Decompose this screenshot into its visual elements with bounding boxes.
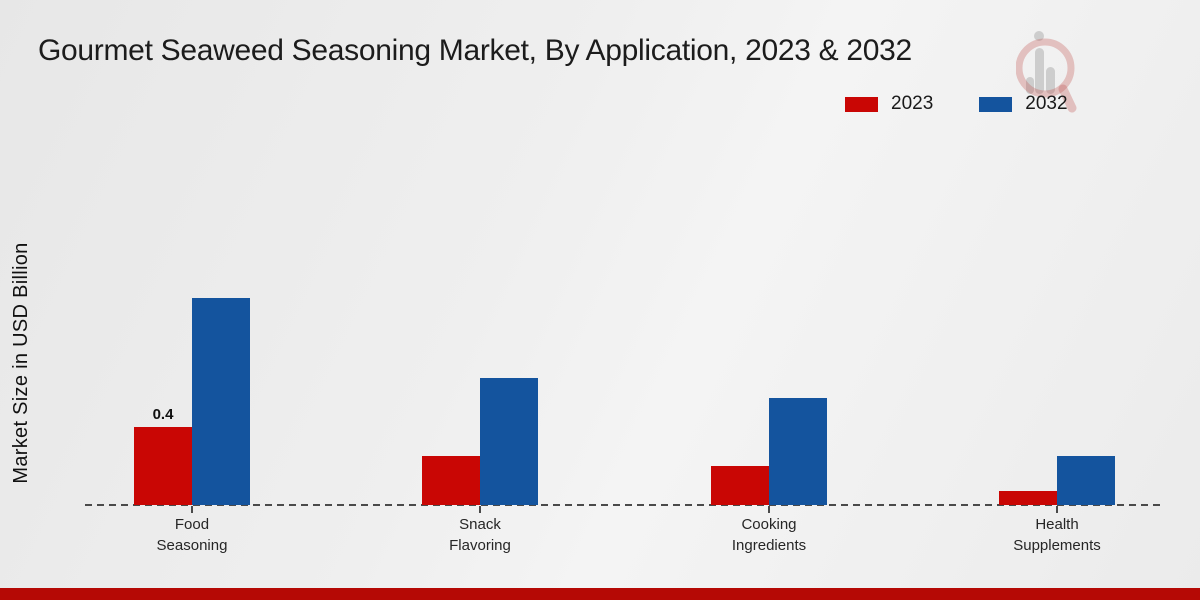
legend: 2023 2032 (845, 93, 1068, 115)
bar-2032-food-seasoning (192, 298, 250, 505)
chart-title: Gourmet Seaweed Seasoning Market, By App… (38, 34, 912, 67)
bar-2032-snack-flavoring (480, 378, 538, 505)
x-axis-baseline (85, 504, 1163, 506)
category-label-health-supplements: Health Supplements (1013, 516, 1101, 554)
legend-label-2023: 2023 (891, 93, 934, 114)
legend-item-2032: 2032 (979, 93, 1068, 115)
legend-item-2023: 2023 (845, 93, 933, 115)
legend-swatch-2023 (845, 96, 878, 112)
x-axis-tick-food-seasoning (191, 506, 193, 513)
category-label-food-seasoning: Food Seasoning (156, 516, 228, 554)
watermark-magnifier-chart-icon (1016, 31, 1077, 113)
bar-2023-cooking-ingredients (711, 466, 769, 505)
bar-2023-food-seasoning (134, 427, 192, 505)
bar-2032-cooking-ingredients (769, 398, 827, 505)
x-axis-tick-health-supplements (1056, 506, 1058, 513)
x-axis-tick-cooking-ingredients (768, 506, 770, 513)
category-label-snack-flavoring: Snack Flavoring (449, 516, 511, 554)
bar-value-label-2023-food-seasoning: 0.4 (152, 406, 174, 423)
bar-2023-health-supplements (999, 491, 1057, 505)
category-label-cooking-ingredients: Cooking Ingredients (731, 516, 807, 554)
legend-swatch-2032 (979, 96, 1013, 112)
x-axis-tick-snack-flavoring (479, 506, 481, 513)
legend-label-2032: 2032 (1025, 93, 1068, 114)
bar-2032-health-supplements (1057, 456, 1115, 505)
footer-accent-band (0, 588, 1200, 600)
bar-2023-snack-flavoring (422, 456, 480, 505)
